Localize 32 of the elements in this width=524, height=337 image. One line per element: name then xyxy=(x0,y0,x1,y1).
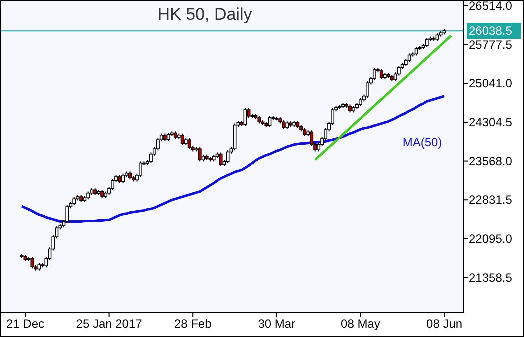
y-tick-label: 22831.5 xyxy=(469,193,513,208)
x-tick-label: 08 Jun xyxy=(426,317,463,331)
y-tick-label: 22095.0 xyxy=(469,232,513,246)
candlestick xyxy=(198,146,202,162)
y-tick-label: 25777.5 xyxy=(469,38,513,52)
x-tick-label: 21 Dec xyxy=(6,317,45,331)
line-series xyxy=(20,95,446,224)
candlestick xyxy=(366,81,370,98)
candlestick xyxy=(372,68,376,82)
candlestick xyxy=(180,133,184,146)
candlestick xyxy=(188,138,192,150)
x-tick-label: 28 Feb xyxy=(174,317,212,331)
y-tick-label: 24304.5 xyxy=(469,115,513,130)
candlestick xyxy=(111,178,115,191)
ref-line-label: 26038.5 xyxy=(469,24,513,38)
x-tick-label: 25 Jan 2017 xyxy=(76,317,143,331)
series-label: MA(50) xyxy=(402,135,442,150)
y-tick-label: 23568.0 xyxy=(469,154,513,168)
x-tick-label: 08 May xyxy=(341,317,380,331)
y-tick-label: 21358.5 xyxy=(469,270,513,285)
candlestick xyxy=(30,256,34,270)
y-tick-label: 25041.0 xyxy=(469,76,513,91)
candlestick xyxy=(122,173,125,184)
y-tick-label: 26514.0 xyxy=(469,0,513,14)
candlestick xyxy=(66,204,70,224)
chart-title: HK 50, Daily xyxy=(158,5,253,24)
candlestick xyxy=(219,152,223,167)
x-tick-label: 30 Mar xyxy=(258,317,296,331)
candlestick xyxy=(268,116,272,128)
candlestick xyxy=(380,68,384,80)
candlestick xyxy=(139,161,142,178)
candlestick xyxy=(226,150,230,164)
